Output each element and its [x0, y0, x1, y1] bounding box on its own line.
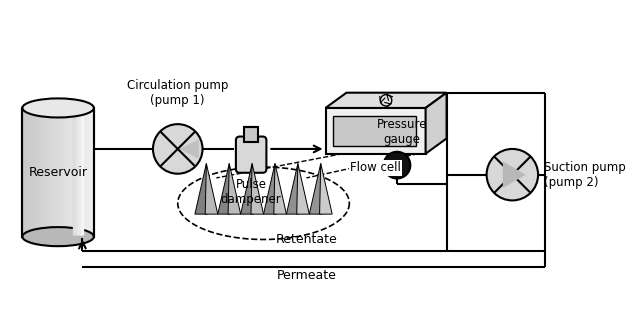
Text: Reservoir: Reservoir [29, 166, 87, 179]
Bar [244, 127, 258, 142]
Polygon shape [251, 163, 263, 214]
Polygon shape [228, 163, 241, 214]
FancyBboxPatch shape [236, 136, 267, 173]
Polygon shape [274, 163, 286, 214]
Text: Suction pump
(pump 2): Suction pump (pump 2) [544, 161, 626, 189]
Polygon shape [297, 163, 309, 214]
Polygon shape [241, 163, 253, 214]
Ellipse shape [22, 98, 94, 118]
Circle shape [383, 152, 410, 178]
Text: Permeate: Permeate [276, 269, 336, 282]
Text: Flow cell: Flow cell [350, 161, 401, 174]
Polygon shape [263, 163, 276, 214]
Polygon shape [218, 163, 230, 214]
Polygon shape [286, 163, 299, 214]
Bar [325, 108, 426, 154]
Bar [22, 108, 94, 237]
Circle shape [153, 124, 202, 174]
Polygon shape [205, 163, 218, 214]
Polygon shape [195, 163, 207, 214]
Polygon shape [503, 161, 526, 188]
Polygon shape [180, 139, 198, 159]
Text: Retentate: Retentate [276, 233, 338, 246]
Text: Pressure
gauge: Pressure gauge [376, 118, 427, 146]
Polygon shape [325, 93, 447, 108]
Polygon shape [309, 163, 322, 214]
Ellipse shape [22, 227, 94, 246]
Text: Pulse
dampener: Pulse dampener [221, 178, 281, 207]
Polygon shape [426, 93, 447, 154]
Circle shape [487, 149, 538, 200]
Bar [333, 116, 416, 146]
Text: Circulation pump
(pump 1): Circulation pump (pump 1) [127, 79, 228, 107]
Polygon shape [320, 163, 332, 214]
